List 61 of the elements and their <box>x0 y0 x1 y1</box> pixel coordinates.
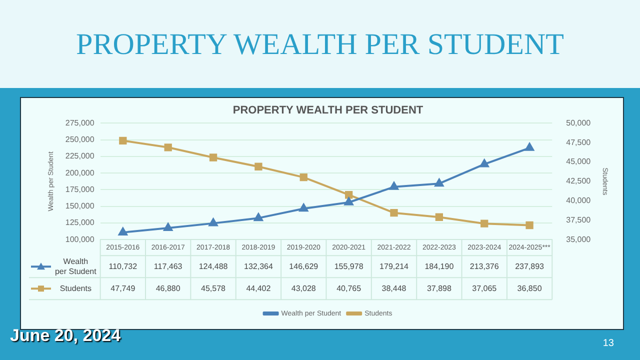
point <box>164 144 172 152</box>
data-label: 213,376 <box>470 262 500 271</box>
y2-tick-label: 50,000 <box>566 118 592 128</box>
data-label: 45,578 <box>201 284 226 293</box>
data-label: 146,629 <box>289 262 319 271</box>
y-tick-label: 175,000 <box>65 184 95 194</box>
y-tick-label: 225,000 <box>65 152 95 161</box>
point <box>344 191 353 199</box>
y-tick-label: 250,000 <box>65 135 95 144</box>
point <box>164 222 173 231</box>
data-label: 179,214 <box>380 262 410 271</box>
data-label: 132,364 <box>244 262 274 271</box>
point <box>480 220 488 228</box>
data-label: 110,732 <box>108 262 138 271</box>
y-tick-label: 100,000 <box>65 234 95 244</box>
point <box>119 136 127 144</box>
chart-title: PROPERTY WEALTH PER STUDENT <box>232 104 424 117</box>
point <box>434 178 444 187</box>
data-label: 237,893 <box>515 262 545 271</box>
y-tick-label: 125,000 <box>65 218 95 228</box>
data-label: 37,898 <box>426 284 452 293</box>
data-label: 43,028 <box>291 284 316 293</box>
point <box>254 213 263 222</box>
data-label: 44,402 <box>246 284 272 293</box>
data-label: 38,448 <box>382 284 407 293</box>
y2-tick-label: 45,000 <box>566 157 592 166</box>
data-label: 37,065 <box>472 284 498 293</box>
point <box>390 209 398 217</box>
data-label: 184,190 <box>424 262 454 271</box>
text: PROPERTY WEALTH PER STUDENT <box>75 28 565 62</box>
point <box>209 154 218 162</box>
y-tick-label: 200,000 <box>65 168 95 178</box>
legend-label: Wealth per Student <box>54 256 98 276</box>
point <box>480 159 489 168</box>
legend-label: Students <box>60 284 92 293</box>
y-tick-label: 150,000 <box>65 202 95 211</box>
text: 13 <box>602 338 614 349</box>
y2-tick-label: 35,000 <box>566 234 592 244</box>
point <box>526 221 534 230</box>
data-label: 40,765 <box>336 284 362 293</box>
point <box>525 142 534 151</box>
data-label: 47,749 <box>110 284 136 293</box>
data-label: 124,488 <box>198 262 228 271</box>
point <box>300 173 308 182</box>
y2-tick-label: 40,000 <box>566 196 592 206</box>
point <box>208 218 218 226</box>
point <box>344 197 354 206</box>
data-label: 117,463 <box>154 262 183 271</box>
point <box>435 213 444 221</box>
y2-tick-label: 42,500 <box>566 176 592 186</box>
y2-tick-label: 47,500 <box>566 138 592 147</box>
data-label: 155,978 <box>334 262 364 271</box>
data-label: 36,850 <box>517 284 542 293</box>
point <box>390 182 398 190</box>
point <box>254 162 262 170</box>
point <box>118 227 128 236</box>
y2-tick-label: 37,500 <box>566 215 592 224</box>
point <box>299 204 308 212</box>
text: June 20, 2024 <box>10 326 121 346</box>
y-tick-label: 275,000 <box>65 118 95 128</box>
data-label: 46,880 <box>156 284 181 293</box>
